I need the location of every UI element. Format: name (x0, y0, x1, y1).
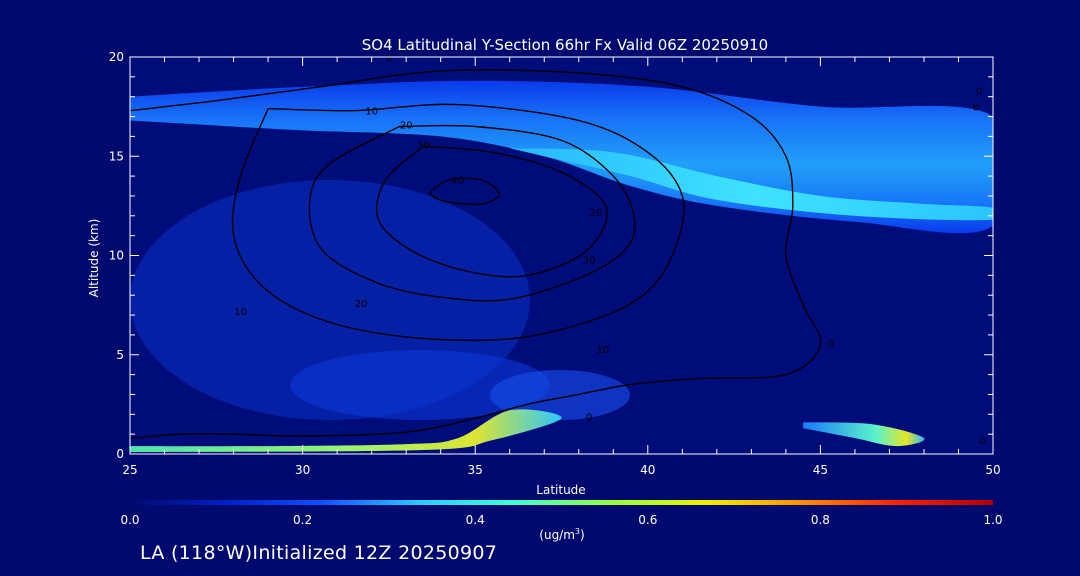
contour-label: 0 (976, 87, 982, 98)
y-tick-label: 5 (116, 348, 124, 362)
x-tick-label: 45 (813, 463, 828, 477)
contour-line-0 (130, 69, 822, 439)
plume-surface-plume-west (130, 409, 562, 452)
footer-init-text: LA (118°W)Initialized 12Z 20250907 (140, 542, 498, 564)
x-tick-label: 25 (122, 463, 137, 477)
contour-line-40 (429, 177, 501, 206)
contour-label: 0 (979, 436, 985, 447)
contour-label: 20 (590, 208, 603, 219)
contour-label: 0 (386, 53, 392, 64)
colorbar-tick-label: 0.6 (638, 513, 657, 527)
y-axis-label: Altitude (km) (87, 219, 101, 298)
colorbar-tick-label: 1.0 (983, 513, 1002, 527)
contour-label: 30 (417, 140, 430, 151)
contour-label: 10 (365, 107, 378, 118)
colorbar-tick-label: 0.2 (293, 513, 312, 527)
contour-label: 20 (400, 121, 413, 132)
colorbar (130, 500, 993, 505)
plume-surface-plume-east (803, 422, 925, 447)
x-axis-label: Latitude (536, 483, 585, 497)
contour-label: 0 (828, 339, 834, 350)
axes-layer: 25 30 35 40 45 50 0 5 10 15 20 (109, 50, 1001, 477)
colorbar-tick-label: 0.8 (811, 513, 830, 527)
y-tick-label: 10 (109, 249, 124, 263)
contour-label: 40 (452, 176, 465, 187)
colorbar-label-text: (ug/m (539, 528, 575, 542)
y-tick-label: 20 (109, 50, 124, 64)
contour-label: 0 (973, 103, 979, 114)
x-tick-label: 35 (468, 463, 483, 477)
contour-label: 20 (355, 299, 368, 310)
colorbar-tick-label: 0.4 (466, 513, 485, 527)
colorbar-label-close: ) (580, 528, 585, 542)
colorbar-ticks: 0.0 0.2 0.4 0.6 0.8 1.0 (120, 513, 1002, 527)
contour-label: 10 (597, 345, 610, 356)
plume-upper-core (509, 148, 993, 221)
x-tick-label: 50 (985, 463, 1000, 477)
plumes-layer (130, 80, 993, 452)
contour-labels-layer: 0 10 20 30 40 20 30 20 10 10 0 0 0 0 0 (234, 53, 986, 447)
plot-area: 0 10 20 30 40 20 30 20 10 10 0 0 0 0 0 (130, 53, 993, 454)
contours-layer (130, 69, 822, 439)
x-tick-label: 40 (640, 463, 655, 477)
contour-line-20 (308, 124, 636, 302)
y-tick-label: 15 (109, 149, 124, 163)
x-tick-label: 30 (295, 463, 310, 477)
low-level-haze (290, 350, 550, 420)
contour-label: 30 (583, 256, 596, 267)
y-tick-label: 0 (116, 447, 124, 461)
contour-line-30 (375, 145, 608, 278)
colorbar-tick-label: 0.0 (120, 513, 139, 527)
contour-label: 0 (586, 412, 592, 423)
ridge-haze (490, 370, 630, 420)
colorbar-label-superscript: 3 (575, 527, 580, 536)
contour-line-10 (231, 103, 685, 342)
colorbar-label: (ug/m3) (539, 527, 584, 542)
chart-title: SO4 Latitudinal Y-Section 66hr Fx Valid … (362, 36, 768, 54)
contour-label: 10 (234, 307, 247, 318)
